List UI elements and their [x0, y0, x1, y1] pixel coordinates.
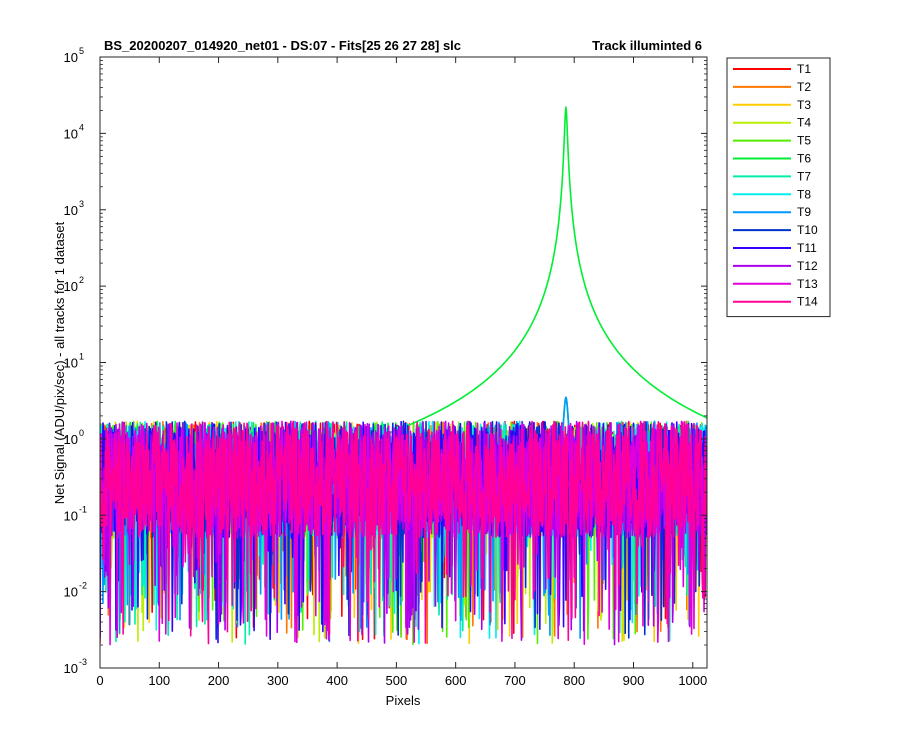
- y-tick-label: 10: [64, 356, 78, 371]
- x-tick-label: 700: [504, 673, 526, 688]
- legend-label-t6: T6: [797, 152, 811, 166]
- x-axis-label: Pixels: [386, 693, 421, 708]
- x-tick-label: 600: [445, 673, 467, 688]
- chart-title: BS_20200207_014920_net01 - DS:07 - Fits[…: [104, 38, 461, 53]
- legend-label-t11: T11: [797, 241, 817, 255]
- x-tick-label: 200: [208, 673, 230, 688]
- y-tick-exponent: 0: [79, 428, 84, 438]
- y-tick-label: 10: [64, 279, 78, 294]
- y-tick-exponent: -1: [79, 504, 87, 514]
- y-tick-label: 10: [64, 203, 78, 218]
- x-tick-label: 900: [623, 673, 645, 688]
- axes-layer: 0 100 200 300 400 500 600 700 800 900 100010-310-2…: [64, 46, 708, 688]
- y-tick-exponent: 4: [79, 122, 84, 132]
- legend-label-t3: T3: [797, 98, 811, 112]
- chart-subtitle: Track illuminted 6: [592, 38, 702, 53]
- x-tick-label: 1000: [678, 673, 707, 688]
- y-tick-label: 10: [64, 661, 78, 676]
- y-tick-label: 10: [64, 126, 78, 141]
- y-tick-label: 10: [64, 585, 78, 600]
- legend-label-t10: T10: [797, 223, 818, 237]
- y-tick-label: 10: [64, 508, 78, 523]
- series-line-t14: [100, 420, 707, 645]
- x-tick-label: 100: [148, 673, 170, 688]
- legend: T1 T2 T3 T4 T5 T6 T7 T8 T9 T10 T11 T12 T13 T14: [726, 57, 831, 318]
- y-tick-exponent: 5: [79, 46, 84, 56]
- x-tick-label: 500: [386, 673, 408, 688]
- y-tick-exponent: -3: [79, 657, 87, 667]
- legend-label-t1: T1: [797, 62, 811, 76]
- y-tick-exponent: -2: [79, 581, 87, 591]
- x-tick-label: 400: [326, 673, 348, 688]
- legend-label-t14: T14: [797, 295, 818, 309]
- legend-label-t13: T13: [797, 277, 818, 291]
- legend-label-t9: T9: [797, 205, 811, 219]
- legend-label-t2: T2: [797, 80, 811, 94]
- x-tick-label: 0: [96, 673, 103, 688]
- y-tick-label: 10: [64, 50, 78, 65]
- legend-box: [726, 57, 831, 318]
- y-tick-exponent: 1: [79, 352, 84, 362]
- series-layer: [100, 106, 707, 646]
- legend-label-t8: T8: [797, 187, 811, 201]
- y-tick-label: 10: [64, 432, 78, 447]
- legend-label-t4: T4: [797, 116, 811, 130]
- x-tick-label: 300: [267, 673, 289, 688]
- x-tick-label: 800: [563, 673, 585, 688]
- legend-label-t12: T12: [797, 259, 818, 273]
- y-tick-exponent: 2: [79, 275, 84, 285]
- y-tick-exponent: 3: [79, 199, 84, 209]
- legend-label-t7: T7: [797, 169, 811, 183]
- legend-label-t5: T5: [797, 134, 811, 148]
- y-axis-label: Net Signal (ADU/pix/sec) - all tracks fo…: [52, 221, 67, 504]
